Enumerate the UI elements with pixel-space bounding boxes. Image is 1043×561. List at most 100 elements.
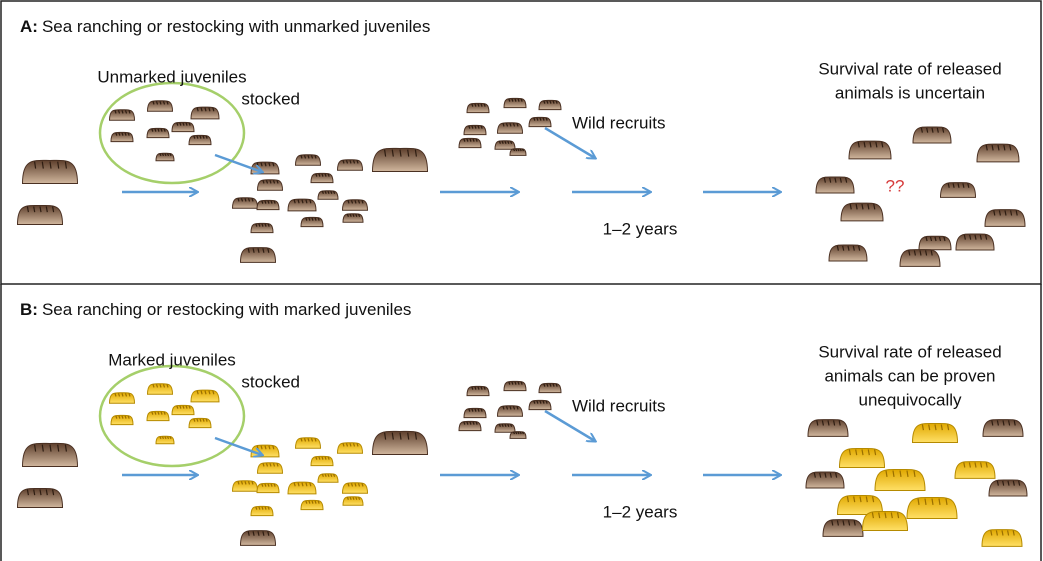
sea-cucumber bbox=[463, 124, 487, 136]
sea-cucumber bbox=[190, 389, 220, 403]
ridge bbox=[315, 456, 318, 460]
sea-cucumber bbox=[494, 423, 516, 433]
arrow bbox=[214, 153, 262, 172]
panel-label: A: bbox=[20, 17, 38, 36]
ridge bbox=[521, 148, 525, 152]
sea-cucumber bbox=[188, 134, 212, 146]
ridge bbox=[510, 140, 513, 144]
ridge bbox=[208, 107, 211, 112]
ridge bbox=[258, 223, 261, 227]
ridge bbox=[308, 500, 311, 504]
sea-cucumber bbox=[458, 420, 482, 432]
ridge bbox=[511, 381, 514, 385]
ridge bbox=[317, 217, 320, 221]
ridge bbox=[157, 411, 160, 415]
ridge bbox=[272, 463, 276, 467]
ridge bbox=[252, 248, 255, 253]
ridge bbox=[164, 436, 167, 440]
sea-cucumber bbox=[503, 380, 527, 392]
ridge bbox=[508, 98, 511, 102]
sea-cucumber bbox=[828, 244, 868, 262]
ridge bbox=[836, 520, 839, 526]
ridge bbox=[317, 500, 320, 504]
ridge bbox=[255, 223, 258, 227]
sea-cucumber bbox=[287, 198, 317, 212]
ridge bbox=[853, 520, 856, 526]
ridge bbox=[555, 100, 558, 104]
sea-cucumber bbox=[287, 481, 317, 495]
ridge bbox=[357, 483, 361, 487]
stock-circle bbox=[98, 81, 246, 185]
ridge bbox=[159, 153, 162, 157]
ridge bbox=[466, 138, 469, 142]
ridge bbox=[1010, 210, 1013, 216]
uncertain-mark: ?? bbox=[886, 176, 905, 195]
ridge bbox=[327, 190, 330, 194]
ridge bbox=[305, 199, 308, 204]
ridge bbox=[261, 200, 264, 204]
ridge bbox=[33, 489, 36, 496]
ridge bbox=[303, 155, 307, 159]
ridge bbox=[176, 405, 179, 409]
sea-cucumber bbox=[494, 140, 516, 150]
ridge bbox=[474, 125, 477, 129]
ridge bbox=[842, 245, 845, 251]
ridge bbox=[504, 423, 507, 427]
ridge bbox=[166, 384, 169, 388]
sea-cucumber bbox=[911, 423, 959, 443]
ridge bbox=[533, 400, 536, 404]
ridge bbox=[247, 531, 250, 536]
ridge bbox=[349, 443, 352, 447]
ridge bbox=[869, 141, 872, 148]
ridge bbox=[57, 161, 60, 169]
ridge bbox=[124, 393, 128, 397]
sea-cucumber bbox=[509, 148, 527, 156]
body bbox=[874, 468, 926, 491]
ridge bbox=[270, 483, 273, 487]
sea-cucumber bbox=[16, 488, 64, 508]
ridge bbox=[39, 206, 42, 213]
ridge bbox=[324, 190, 327, 194]
ridge bbox=[355, 213, 358, 217]
ridge bbox=[469, 421, 472, 425]
ridge bbox=[352, 496, 355, 500]
ridge bbox=[936, 127, 939, 133]
ridge bbox=[934, 424, 937, 431]
ridge bbox=[930, 250, 933, 256]
ridge bbox=[115, 132, 118, 136]
ridge bbox=[307, 438, 310, 442]
sea-cucumber bbox=[190, 106, 220, 120]
ridge bbox=[928, 424, 931, 431]
sea-cucumber bbox=[300, 216, 324, 228]
ridge bbox=[345, 160, 349, 164]
ridge bbox=[128, 110, 131, 114]
body bbox=[906, 496, 958, 519]
ridge bbox=[45, 206, 48, 213]
ridge bbox=[498, 140, 501, 144]
sea-cucumber bbox=[838, 448, 886, 468]
sea-cucumber bbox=[256, 462, 284, 474]
ridge bbox=[407, 432, 410, 440]
arrow bbox=[544, 126, 595, 158]
ridge bbox=[969, 234, 972, 240]
ridge bbox=[166, 436, 170, 440]
ridge bbox=[240, 198, 244, 202]
ridge bbox=[355, 496, 358, 500]
ridge bbox=[26, 206, 29, 213]
ridge bbox=[985, 462, 988, 468]
ridge bbox=[543, 383, 546, 387]
ridge bbox=[468, 408, 471, 412]
ridge bbox=[267, 483, 270, 487]
ridge bbox=[270, 200, 273, 204]
ridge bbox=[399, 432, 402, 440]
panel-a-frame bbox=[0, 0, 1042, 285]
ridge bbox=[516, 123, 519, 127]
ridge bbox=[255, 506, 258, 510]
ridge bbox=[857, 141, 860, 148]
ridge bbox=[863, 141, 866, 148]
ridge bbox=[272, 162, 275, 167]
ridge bbox=[264, 162, 267, 167]
ridge bbox=[897, 512, 900, 519]
ridge bbox=[251, 198, 254, 202]
ridge bbox=[356, 443, 359, 447]
